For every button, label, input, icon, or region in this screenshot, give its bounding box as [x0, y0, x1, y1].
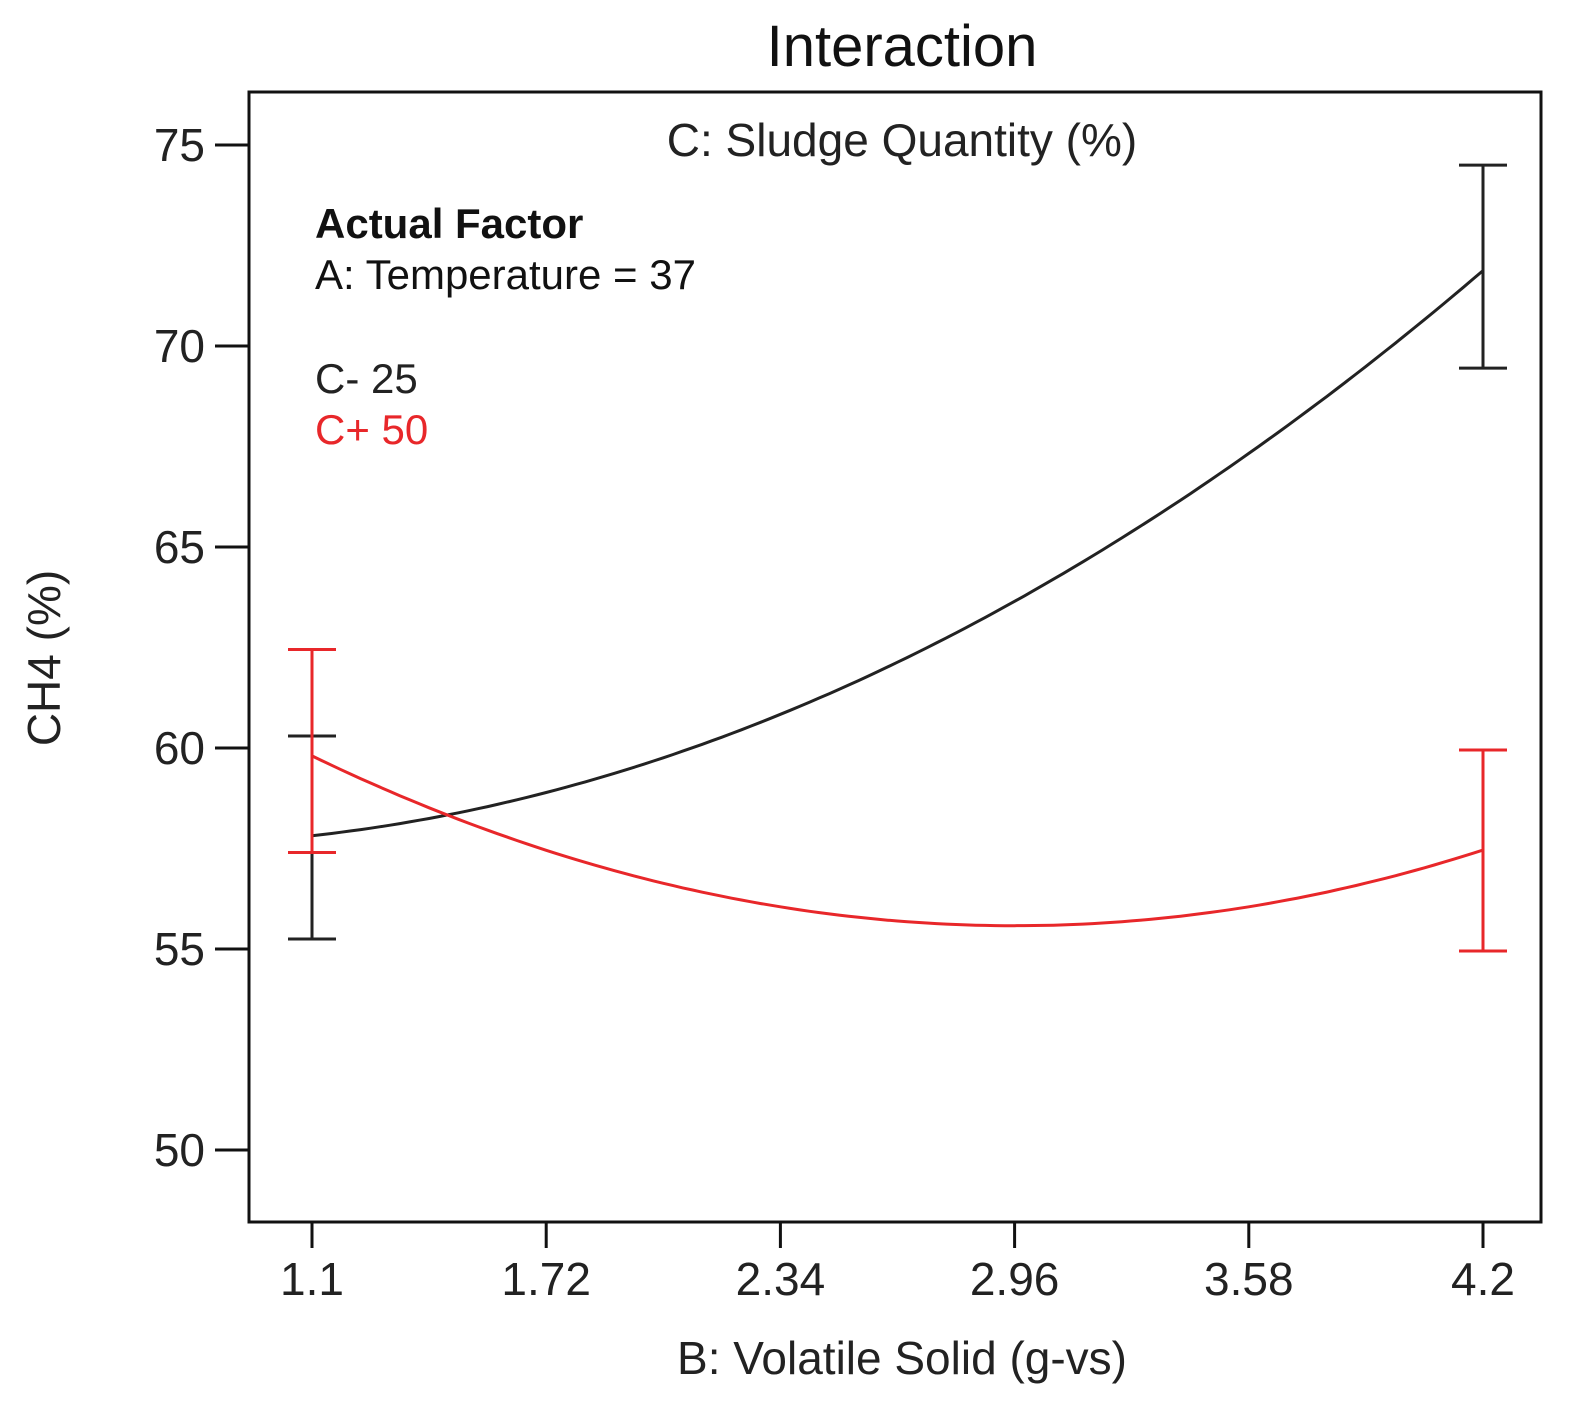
chart-title: Interaction — [767, 14, 1038, 79]
y-axis: 50 55 60 65 70 75 — [154, 119, 249, 1176]
x-tick-label: 3.58 — [1204, 1253, 1294, 1305]
series-line-0 — [311, 269, 1484, 838]
y-tick-label: 75 — [154, 119, 205, 171]
y-tick-label: 65 — [154, 521, 205, 573]
y-tick-label: 55 — [154, 923, 205, 975]
x-axis-title: B: Volatile Solid (g-vs) — [677, 1332, 1127, 1384]
series-line-1 — [311, 754, 1484, 928]
legend-entry-c-minus: C- 25 — [315, 355, 418, 402]
plot-frame — [247, 90, 1543, 1224]
chart-subtitle: C: Sludge Quantity (%) — [667, 114, 1137, 166]
y-tick-label: 60 — [154, 722, 205, 774]
y-tick-label: 50 — [154, 1124, 205, 1176]
x-tick-label: 2.34 — [736, 1253, 826, 1305]
annotation-line: A: Temperature = 37 — [315, 251, 696, 298]
series-layer — [288, 163, 1507, 953]
x-tick-label: 4.2 — [1451, 1253, 1515, 1305]
x-axis: 1.1 1.72 2.34 2.96 3.58 4.2 — [280, 1222, 1515, 1305]
annotation-heading: Actual Factor — [315, 200, 583, 247]
y-axis-title: CH4 (%) — [18, 570, 70, 746]
x-tick-label: 2.96 — [970, 1253, 1060, 1305]
x-tick-label: 1.72 — [501, 1253, 591, 1305]
y-tick-label: 70 — [154, 320, 205, 372]
x-tick-label: 1.1 — [280, 1253, 344, 1305]
legend-entry-c-plus: C+ 50 — [315, 406, 428, 453]
